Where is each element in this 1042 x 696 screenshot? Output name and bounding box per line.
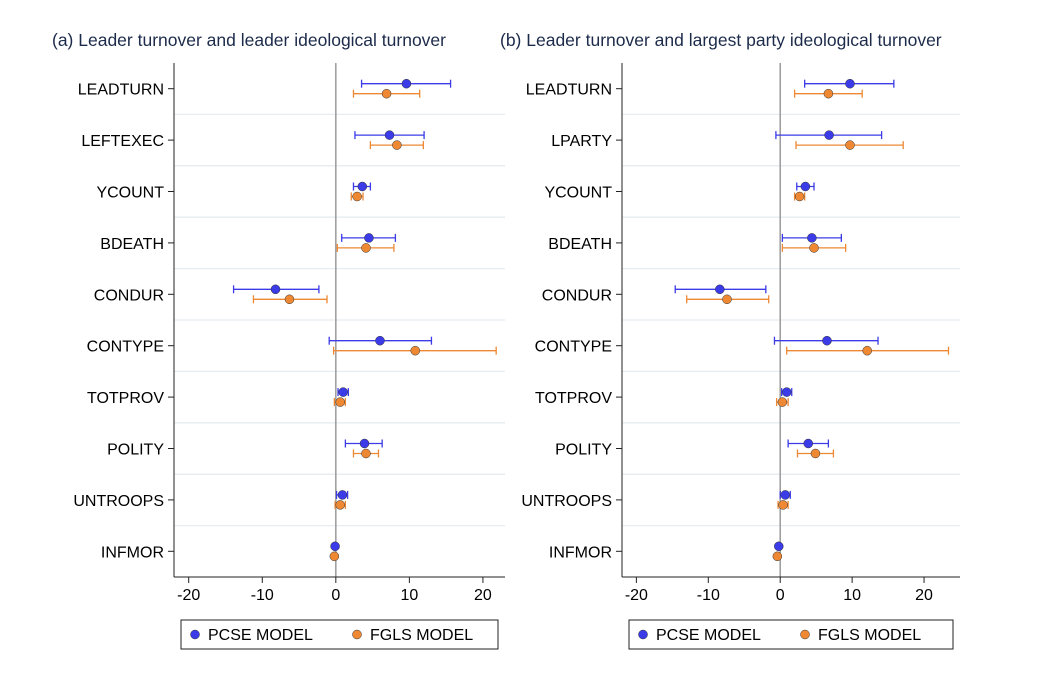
point-estimate <box>824 130 834 140</box>
point-estimate <box>392 140 402 150</box>
point-estimate <box>807 233 817 243</box>
legend-marker <box>352 629 362 640</box>
x-tick-label: 0 <box>331 587 340 604</box>
x-tick-label: -10 <box>251 587 274 604</box>
point-estimate <box>800 181 811 192</box>
y-tick-label: INFMOR <box>101 544 164 561</box>
legend-label: PCSE MODEL <box>208 627 313 644</box>
x-tick-label: 10 <box>400 587 418 604</box>
point-estimate <box>359 438 370 449</box>
point-estimate <box>384 130 395 140</box>
legend-marker <box>800 629 810 640</box>
point-estimate <box>352 191 362 202</box>
point-estimate <box>823 88 834 99</box>
y-tick-label: UNTROOPS <box>73 493 164 510</box>
point-estimate <box>375 335 385 346</box>
point-estimate <box>774 541 784 552</box>
point-estimate <box>284 294 295 305</box>
point-estimate <box>822 335 832 346</box>
legend-label: FGLS MODEL <box>818 627 921 644</box>
y-tick-label: YCOUNT <box>544 185 612 202</box>
point-estimate <box>364 233 374 243</box>
y-tick-label: POLITY <box>555 442 612 459</box>
y-tick-label: UNTROOPS <box>521 493 612 510</box>
x-tick-label: 20 <box>474 587 492 604</box>
point-estimate <box>381 88 392 99</box>
x-tick-label: -10 <box>697 587 720 604</box>
point-estimate <box>809 243 819 253</box>
y-tick-label: CONTYPE <box>535 339 612 356</box>
point-estimate <box>845 140 855 150</box>
y-tick-label: LPARTY <box>551 133 612 150</box>
point-estimate <box>715 284 725 295</box>
point-estimate <box>330 541 340 552</box>
point-estimate <box>781 387 792 397</box>
y-tick-label: CONDUR <box>94 287 164 304</box>
point-estimate <box>810 448 821 459</box>
x-tick-label: -20 <box>177 587 200 604</box>
point-estimate <box>361 243 371 253</box>
y-tick-label: YCOUNT <box>96 185 164 202</box>
y-tick-label: BDEATH <box>100 236 164 253</box>
point-estimate <box>337 490 348 500</box>
point-estimate <box>780 490 790 500</box>
point-estimate <box>803 438 814 449</box>
x-tick-label: 20 <box>915 587 933 604</box>
legend <box>628 619 954 650</box>
point-estimate <box>335 397 345 407</box>
point-estimate <box>401 78 412 89</box>
point-estimate <box>270 284 281 295</box>
point-estimate <box>410 345 421 356</box>
panel-a: (a) Leader turnover and leader ideologic… <box>52 30 505 650</box>
legend-marker <box>190 629 200 640</box>
panel-b: (b) Leader turnover and largest party id… <box>500 30 960 650</box>
point-estimate <box>357 181 368 192</box>
legend-marker <box>638 629 648 640</box>
point-estimate <box>777 397 788 407</box>
x-tick-label: -20 <box>625 587 648 604</box>
point-estimate <box>329 551 340 562</box>
y-tick-label: TOTPROV <box>87 390 164 407</box>
point-estimate <box>361 448 371 459</box>
point-estimate <box>338 387 348 397</box>
point-estimate <box>772 551 783 562</box>
y-tick-label: CONDUR <box>542 287 612 304</box>
x-tick-label: 10 <box>843 587 861 604</box>
legend-label: PCSE MODEL <box>656 627 761 644</box>
y-tick-label: LEADTURN <box>526 82 612 99</box>
point-estimate <box>845 78 855 89</box>
y-tick-label: BDEATH <box>548 236 612 253</box>
y-tick-label: TOTPROV <box>535 390 612 407</box>
y-tick-label: INFMOR <box>549 544 612 561</box>
chart-title: (a) Leader turnover and leader ideologic… <box>52 30 446 50</box>
y-tick-label: LEADTURN <box>78 82 164 99</box>
legend <box>180 619 499 650</box>
y-tick-label: POLITY <box>107 442 164 459</box>
y-tick-label: LEFTEXEC <box>81 133 164 150</box>
x-tick-label: 0 <box>776 587 785 604</box>
y-tick-label: CONTYPE <box>87 339 164 356</box>
point-estimate <box>778 500 788 510</box>
point-estimate <box>722 294 732 305</box>
point-estimate <box>862 345 872 356</box>
chart-title: (b) Leader turnover and largest party id… <box>500 30 942 50</box>
point-estimate <box>335 500 345 510</box>
legend-label: FGLS MODEL <box>370 627 473 644</box>
point-estimate <box>794 191 805 202</box>
